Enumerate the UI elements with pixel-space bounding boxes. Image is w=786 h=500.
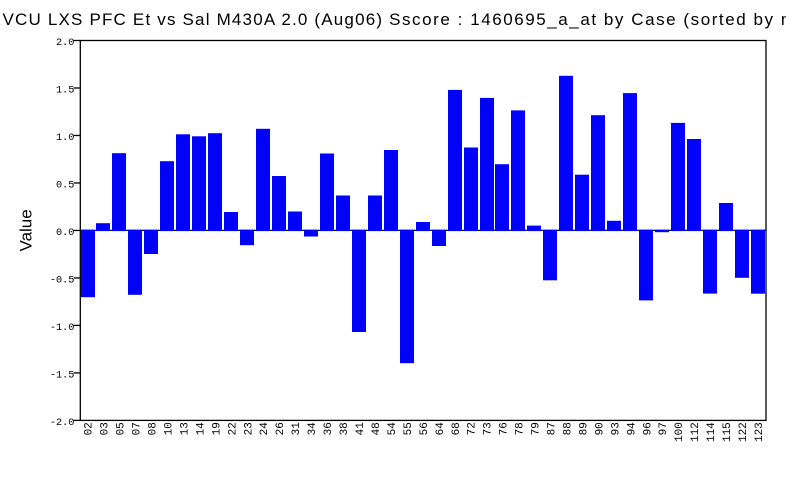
- svg-text:07: 07: [132, 422, 144, 435]
- svg-text:64: 64: [435, 422, 447, 436]
- svg-text:2.0: 2.0: [56, 38, 74, 49]
- svg-text:31: 31: [291, 422, 303, 436]
- svg-text:93: 93: [610, 422, 622, 435]
- svg-text:1.5: 1.5: [56, 85, 74, 96]
- svg-text:97: 97: [658, 422, 670, 435]
- svg-text:87: 87: [547, 422, 559, 435]
- svg-text:79: 79: [531, 422, 543, 435]
- svg-text:55: 55: [403, 422, 415, 435]
- svg-text:73: 73: [483, 422, 495, 435]
- svg-text:112: 112: [690, 422, 702, 442]
- svg-text:88: 88: [563, 422, 575, 435]
- svg-text:115: 115: [722, 422, 734, 442]
- svg-text:0.0: 0.0: [56, 228, 74, 239]
- svg-text:26: 26: [275, 422, 287, 435]
- svg-text:14: 14: [195, 422, 207, 436]
- svg-text:114: 114: [706, 422, 718, 442]
- svg-text:02: 02: [84, 422, 96, 435]
- svg-text:90: 90: [594, 422, 606, 435]
- svg-text:76: 76: [499, 422, 511, 435]
- svg-text:-2.0: -2.0: [50, 418, 74, 429]
- svg-text:72: 72: [467, 422, 479, 435]
- svg-text:123: 123: [754, 422, 766, 442]
- svg-text:54: 54: [387, 422, 399, 436]
- svg-text:68: 68: [451, 422, 463, 435]
- svg-text:38: 38: [339, 422, 351, 435]
- svg-text:22: 22: [227, 422, 239, 435]
- svg-text:36: 36: [323, 422, 335, 435]
- svg-text:-1.0: -1.0: [50, 323, 74, 334]
- svg-text:56: 56: [419, 422, 431, 435]
- svg-text:41: 41: [355, 422, 367, 436]
- svg-text:100: 100: [674, 422, 686, 442]
- svg-text:-1.5: -1.5: [50, 370, 74, 381]
- svg-text:10: 10: [164, 422, 176, 435]
- svg-text:48: 48: [371, 422, 383, 435]
- svg-text:08: 08: [148, 422, 160, 435]
- svg-text:122: 122: [738, 422, 750, 442]
- svg-text:VCU LXS PFC Et vs Sal M430A 2.: VCU LXS PFC Et vs Sal M430A 2.0 (Aug06) …: [3, 10, 786, 29]
- svg-text:13: 13: [179, 422, 191, 435]
- svg-text:78: 78: [515, 422, 527, 435]
- svg-text:96: 96: [642, 422, 654, 435]
- svg-text:19: 19: [211, 422, 223, 435]
- svg-text:0.5: 0.5: [56, 180, 74, 191]
- svg-text:23: 23: [243, 422, 255, 435]
- svg-text:Value: Value: [17, 209, 36, 251]
- svg-text:94: 94: [626, 422, 638, 436]
- svg-text:-0.5: -0.5: [50, 275, 74, 286]
- svg-text:34: 34: [307, 422, 319, 436]
- svg-text:05: 05: [116, 422, 128, 435]
- svg-text:24: 24: [259, 422, 271, 436]
- svg-text:03: 03: [100, 422, 112, 435]
- svg-text:1.0: 1.0: [56, 133, 74, 144]
- svg-text:89: 89: [578, 422, 590, 435]
